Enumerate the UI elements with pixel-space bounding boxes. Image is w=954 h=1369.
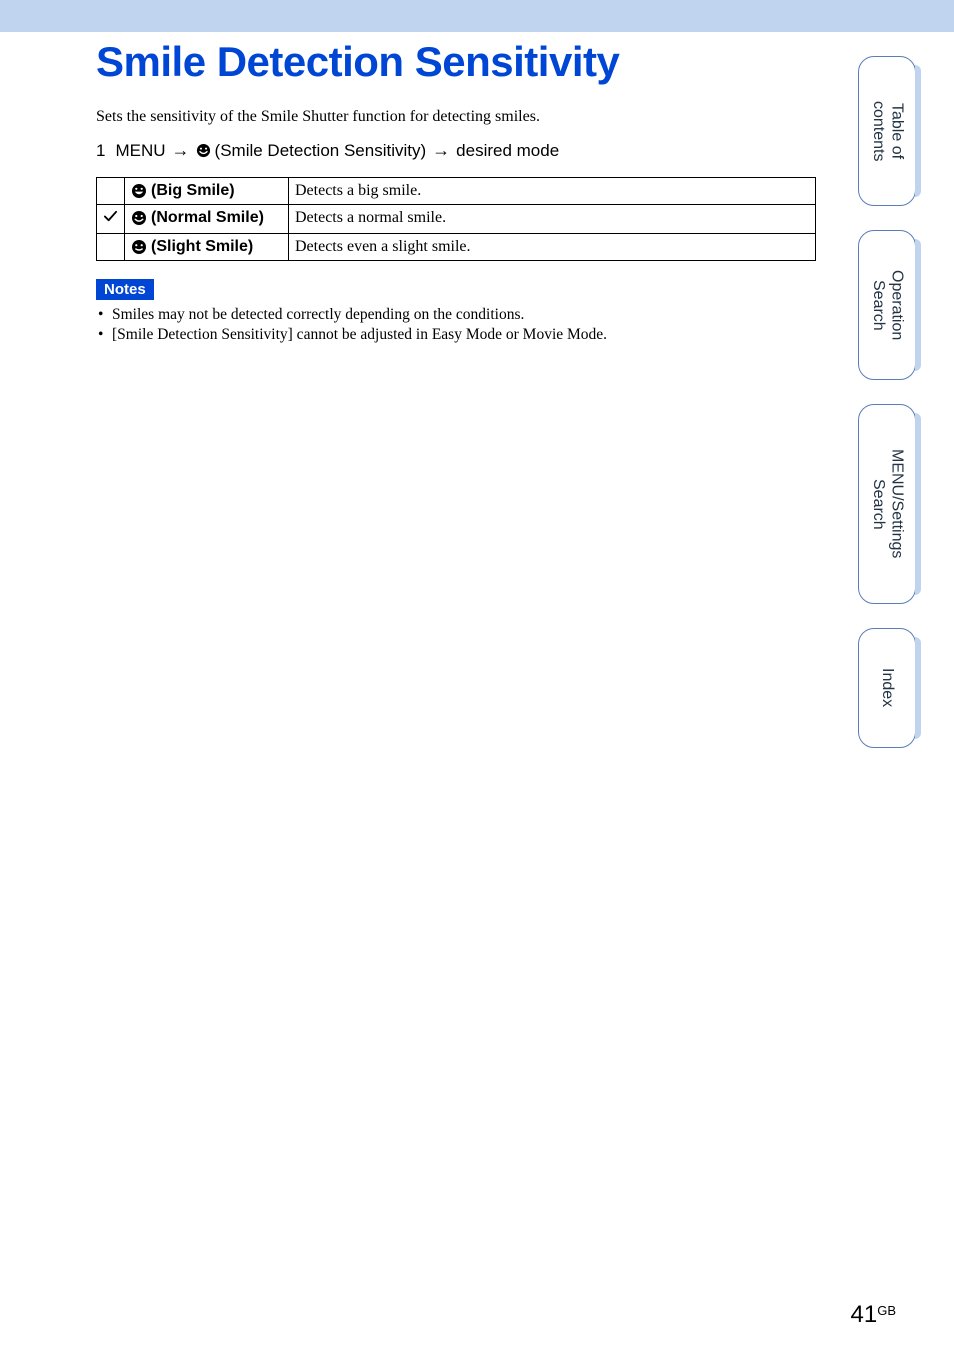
- main-content: Smile Detection Sensitivity Sets the sen…: [96, 36, 816, 346]
- notes-list: Smiles may not be detected correctly dep…: [96, 306, 816, 344]
- mode-label-cell: (Normal Smile): [125, 205, 289, 234]
- table-row: (Big Smile) Detects a big smile.: [97, 178, 816, 205]
- arrow-icon: →: [432, 140, 450, 161]
- page-number-suffix: GB: [877, 1303, 896, 1318]
- smile-icon-slight: [131, 239, 147, 255]
- table-row: (Normal Smile) Detects a normal smile.: [97, 205, 816, 234]
- mode-label: (Big Smile): [151, 182, 235, 200]
- tab-label: Table of contents: [865, 89, 910, 173]
- mode-label-cell: (Slight Smile): [125, 234, 289, 261]
- step-target-label: desired mode: [456, 141, 559, 161]
- mode-label: (Normal Smile): [151, 209, 264, 227]
- check-cell: [97, 234, 125, 261]
- modes-table: (Big Smile) Detects a big smile. (Normal…: [96, 177, 816, 261]
- page-title: Smile Detection Sensitivity: [96, 38, 816, 86]
- smile-icon: [196, 143, 211, 158]
- tab-index[interactable]: Index: [858, 628, 916, 748]
- tab-label: MENU/Settings Search: [865, 437, 910, 570]
- tab-label: Operation Search: [865, 258, 910, 352]
- table-row: (Slight Smile) Detects even a slight smi…: [97, 234, 816, 261]
- step-number: 1: [96, 141, 105, 161]
- mode-desc: Detects a normal smile.: [289, 205, 816, 234]
- smile-icon-normal: [131, 210, 147, 226]
- mode-label: (Slight Smile): [151, 238, 253, 256]
- check-cell: [97, 205, 125, 234]
- tab-menu-settings-search[interactable]: MENU/Settings Search: [858, 404, 916, 604]
- check-cell: [97, 178, 125, 205]
- arrow-icon: →: [172, 140, 190, 161]
- notes-item: [Smile Detection Sensitivity] cannot be …: [96, 326, 816, 344]
- step-instruction: 1 MENU → (Smile Detection Sensitivity) →…: [96, 140, 816, 161]
- mode-desc: Detects a big smile.: [289, 178, 816, 205]
- mode-desc: Detects even a slight smile.: [289, 234, 816, 261]
- notes-badge: Notes: [96, 279, 154, 300]
- page-number-value: 41: [851, 1301, 878, 1328]
- check-icon: [103, 209, 118, 224]
- tab-label: Index: [874, 656, 900, 719]
- notes-item: Smiles may not be detected correctly dep…: [96, 306, 816, 324]
- side-navigation: Table of contents Operation Search MENU/…: [858, 56, 916, 748]
- tab-table-of-contents[interactable]: Table of contents: [858, 56, 916, 206]
- tab-operation-search[interactable]: Operation Search: [858, 230, 916, 380]
- intro-text: Sets the sensitivity of the Smile Shutte…: [96, 108, 816, 126]
- smile-icon-big: [131, 183, 147, 199]
- step-feature-label: (Smile Detection Sensitivity): [215, 141, 427, 161]
- mode-label-cell: (Big Smile): [125, 178, 289, 205]
- page-number: 41GB: [851, 1301, 897, 1329]
- step-menu-label: MENU: [115, 141, 165, 161]
- top-accent-bar: [0, 0, 954, 32]
